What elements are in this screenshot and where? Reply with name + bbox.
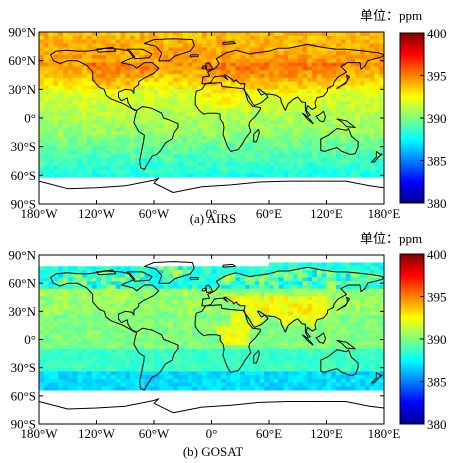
coastline-newzealand [371,150,383,163]
lon-tick-label: 60°E [256,206,282,221]
colorbar-tick-label: 400 [427,247,447,262]
coastlines [38,261,385,414]
lon-tick-label: 180°E [368,426,401,441]
panel-caption: (b) GOSAT [182,444,244,459]
coastline-iceland [189,54,199,58]
lon-tick-label: 0° [206,206,218,221]
coastline-japan [336,296,350,311]
colorbar-tick-label: 380 [427,417,447,432]
coastline-greenland [143,38,195,62]
coastline-borneo [315,332,326,344]
coastline-sval [222,41,236,45]
lon-tick-label: 60°E [256,426,282,441]
lat-tick-label: 60°N [8,53,36,68]
lat-tick-label: 90°N [8,25,36,40]
coastlines [38,38,385,193]
lat-tick-label: 60°N [8,276,36,291]
colorbar-tick-label: 390 [427,111,447,126]
coastline-baffin [126,271,153,282]
colorbar-tick-label: 385 [427,154,447,169]
coastline-greenland [143,261,195,284]
coastline-antarctica [38,177,385,193]
lat-tick-label: 90°S [11,417,36,432]
coastline-newguinea [336,339,356,350]
lon-tick-label: 180°E [368,206,401,221]
co2-field [39,32,385,178]
colorbar-tick-label: 400 [427,26,447,41]
coastline-sumatra [302,112,314,125]
coastline-uk [205,284,213,294]
coastline-ireland [201,287,207,292]
unit-label: 单位：ppm [360,231,423,246]
lon-tick-label: 180°W [21,426,59,441]
coastline-sa [133,106,179,171]
colorbar-tick-label: 395 [427,69,447,84]
coastline-ireland [201,64,207,69]
co2-field [39,262,385,391]
lon-tick-label: 60°W [139,206,170,221]
coastline-africa [194,304,261,373]
lat-tick-label: 0° [24,332,36,347]
colorbar-tick-label: 380 [427,196,447,211]
coastline-eurasia [201,43,385,117]
lat-tick-label: 30°N [8,82,36,97]
lat-tick-label: 90°S [11,197,36,212]
coastline-australia [320,349,359,376]
lon-tick-label: 120°E [310,426,343,441]
coastline-madagascar [253,350,260,364]
lat-tick-label: 60°S [11,388,36,403]
coastline-sa [133,327,179,391]
coastline-victoria [96,269,117,276]
coastline-iceland [189,277,199,280]
coastline-madagascar [253,129,260,143]
lon-tick-label: 120°W [78,206,116,221]
coastline-na [50,47,160,111]
coastline-baffin [126,48,153,60]
coastline-africa [194,82,261,152]
lat-tick-label: 30°N [8,304,36,319]
lat-tick-label: 60°S [11,168,36,183]
lat-tick-label: 90°N [8,248,36,263]
coastline-sval [222,263,236,268]
colorbar-tick-label: 390 [427,332,447,347]
lon-tick-label: 0° [206,426,218,441]
unit-label: 单位：ppm [360,8,423,23]
coastline-sumatra [302,334,314,346]
lon-tick-label: 60°W [139,426,170,441]
panel-airs: 单位：ppm 90°N 60°N 30°N 0° 30°S 60°S 90°S 180°W 12… [8,8,447,226]
panel-caption: (a) AIRS [189,211,237,226]
colorbar-tick-label: 395 [427,290,447,305]
lon-tick-label: 120°E [310,206,343,221]
coastline-borneo [315,110,326,123]
colorbar-tick-label: 385 [427,375,447,390]
coastline-victoria [96,46,117,53]
lon-tick-label: 180°W [21,206,59,221]
panel-gosat: 单位：ppm 90°N 60°N 30°N 0° 30°S 60°S 90°S 180°W 12… [0,231,461,463]
coastline-na [50,270,160,333]
coastline-newzealand [371,371,383,384]
lat-tick-label: 30°S [11,139,36,154]
coastline-japan [336,74,350,89]
lon-tick-label: 120°W [78,426,116,441]
coastline-eurasia [201,266,385,339]
coastline-antarctica [38,398,385,414]
coastline-uk [205,62,213,71]
coastline-newguinea [336,118,356,129]
coastline-australia [320,128,359,155]
lat-tick-label: 0° [24,111,36,126]
lat-tick-label: 30°S [11,360,36,375]
